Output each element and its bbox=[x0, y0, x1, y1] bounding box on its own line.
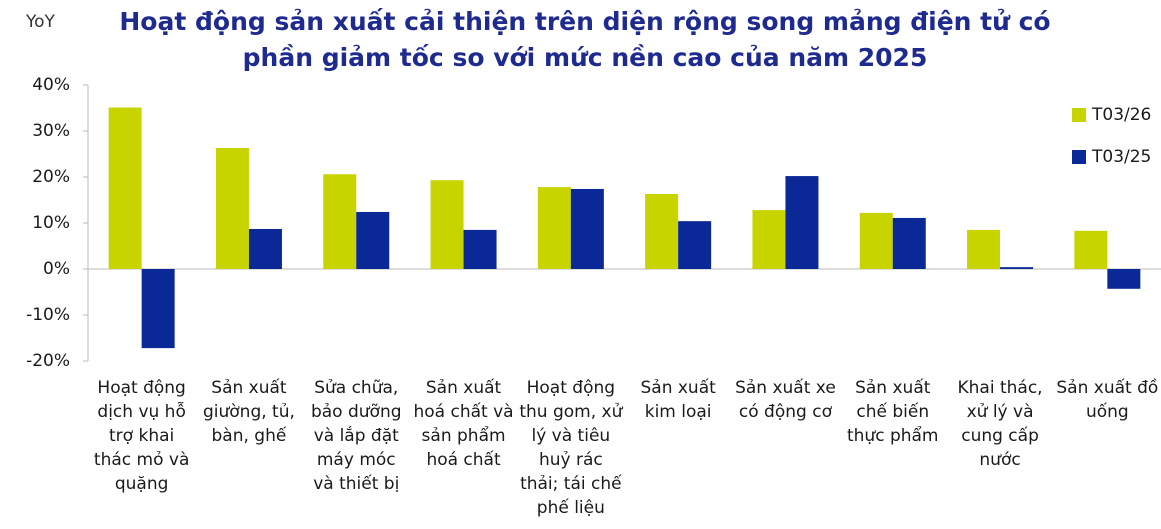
x-tick-label: Hoạt động thu gom, xử lý và tiêu huỷ rác… bbox=[519, 378, 623, 518]
bar bbox=[645, 194, 679, 269]
legend-label: T03/25 bbox=[1091, 147, 1151, 167]
y-tick-label: 20% bbox=[32, 167, 70, 187]
y-tick-label: 30% bbox=[32, 121, 70, 141]
x-tick-label: Khai thác, xử lý và cung cấp nước bbox=[957, 378, 1043, 470]
bar bbox=[108, 107, 142, 269]
y-tick-label: -10% bbox=[26, 305, 70, 325]
x-tick-label: Sản xuất giường, tủ, bàn, ghế bbox=[202, 378, 295, 446]
bar bbox=[323, 174, 357, 269]
legend-swatch bbox=[1072, 108, 1086, 122]
bar bbox=[463, 229, 497, 269]
y-tick-label: 10% bbox=[32, 213, 70, 233]
x-tick-label: Hoạt động dịch vụ hỗ trợ khai thác mỏ và… bbox=[93, 378, 190, 494]
x-tick-label: Sản xuất chế biến thực phẩm bbox=[846, 378, 939, 446]
bar bbox=[678, 221, 712, 269]
bar bbox=[215, 148, 249, 269]
x-tick-label: Sản xuất xe có động cơ bbox=[735, 378, 836, 422]
chart-title: Hoạt động sản xuất cải thiện trên diện r… bbox=[119, 7, 1051, 72]
x-tick-label: Sửa chữa, bảo dưỡng và lắp đặt máy móc v… bbox=[310, 378, 402, 494]
legend-swatch bbox=[1072, 150, 1086, 164]
bar bbox=[967, 229, 1001, 269]
y-tick-label: 40% bbox=[32, 75, 70, 95]
bar bbox=[892, 217, 926, 269]
bar bbox=[1107, 269, 1141, 289]
x-tick-label: Sản xuất kim loại bbox=[640, 378, 716, 422]
bar bbox=[859, 212, 893, 269]
y-tick-label: 0% bbox=[43, 259, 70, 279]
bar bbox=[430, 180, 464, 269]
bar bbox=[248, 228, 282, 269]
bar bbox=[785, 176, 819, 269]
bar bbox=[1000, 267, 1034, 269]
bar bbox=[141, 269, 175, 349]
bar bbox=[570, 188, 604, 269]
legend-label: T03/26 bbox=[1091, 105, 1151, 125]
bar bbox=[356, 211, 390, 269]
bar bbox=[1074, 230, 1108, 269]
bar bbox=[537, 187, 571, 269]
x-tick-label: Sản xuất hoá chất và sản phẩm hoá chất bbox=[413, 378, 514, 470]
y-axis-label: YoY bbox=[26, 12, 55, 32]
x-tick-label: Sản xuất đồ uống bbox=[1056, 378, 1159, 422]
bar bbox=[752, 210, 786, 269]
y-tick-label: -20% bbox=[26, 351, 70, 371]
